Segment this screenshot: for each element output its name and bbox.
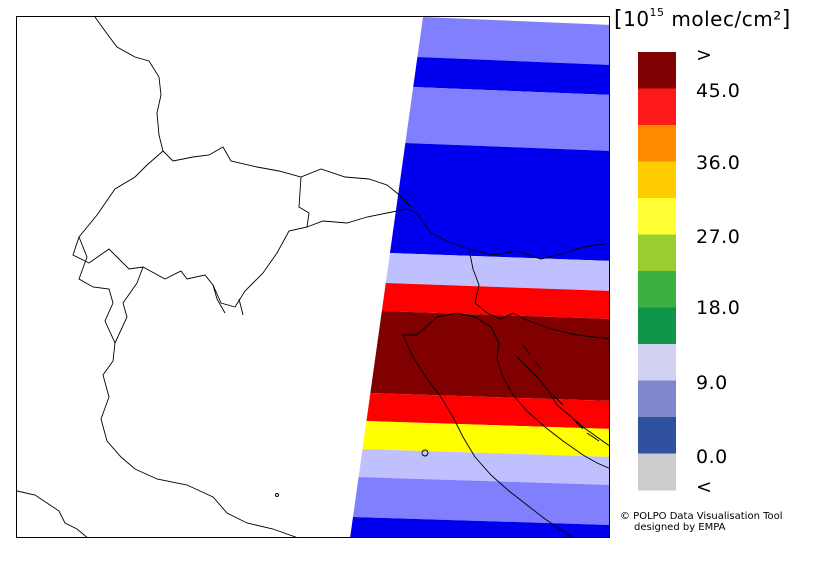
country-borders [17,17,609,537]
coast-croatia [516,356,609,447]
map-canvas [17,17,609,537]
swath-band-7 [366,393,609,429]
legend-swatch-1 [638,88,676,126]
legend-unit-title: [1015 molec/cm²] [614,6,791,32]
legend-swatch-11 [638,453,676,491]
swath-band-10 [353,477,609,525]
coast-italy-east [402,334,573,537]
small-island [421,449,429,457]
lake-como [238,298,244,316]
credit-line-1: © POLPO Data Visualisation Tool [620,511,783,522]
border-italy-france [78,236,136,470]
unit-prefix: 10 [623,7,650,31]
legend-label: < [696,476,713,498]
swath-band-8 [362,421,609,457]
map-panel[interactable] [16,16,610,538]
satellite-swath [350,17,609,537]
legend-label: 27.0 [696,226,741,248]
legend-swatch-4 [638,198,676,235]
legend-swatch-10 [638,417,676,454]
croatian-islands [522,344,600,442]
swath-band-1 [413,57,609,95]
unit-suffix: molec/cm² [664,7,782,31]
legend-color-bar [638,52,676,491]
legend-swatch-9 [638,380,676,418]
credit-line-2: designed by EMPA [634,522,726,533]
swath-band-11 [350,517,609,537]
coast-tyrrhenian [134,468,297,537]
swath-band-4 [385,253,609,291]
coast-adriatic [403,312,609,469]
swath-band-2 [405,87,609,151]
border-slovenia [468,248,609,340]
legend-swatch-3 [638,161,676,199]
legend-swatch-5 [638,234,676,272]
legend-label: 0.0 [696,446,728,468]
swath-band-5 [381,283,609,319]
legend-label: > [696,44,713,66]
legend-label: 9.0 [696,372,728,394]
unit-exponent: 15 [649,6,665,19]
swath-band-3 [389,143,609,261]
legend-swatch-0 [638,52,676,89]
legend-label: 18.0 [696,297,741,319]
legend-swatch-6 [638,271,676,308]
legend-swatch-8 [638,344,676,381]
lake-maggiore [212,284,226,314]
swath-band-0 [417,17,609,65]
legend-label: 45.0 [696,80,741,102]
coast-corsica [17,490,88,537]
small-island [275,493,279,497]
border-italy-alps [114,266,144,344]
border-austria [306,208,609,260]
legend-swatch-7 [638,307,676,345]
border-switzerland [72,150,310,308]
swath-band-6 [370,311,609,401]
border-france-germany [94,17,412,208]
legend-swatch-2 [638,125,676,162]
legend-label: 36.0 [696,152,741,174]
